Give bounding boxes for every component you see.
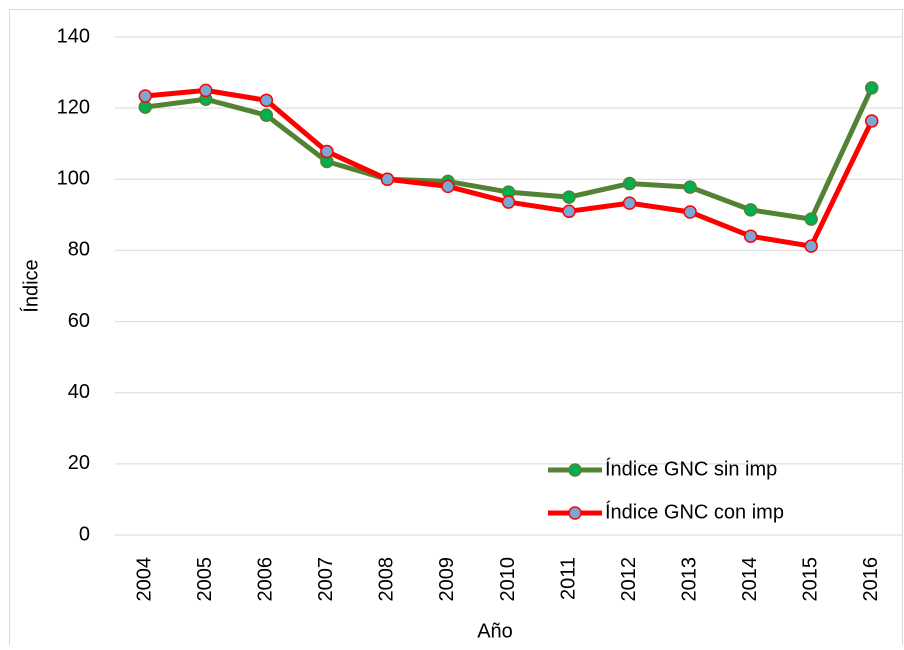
y-axis-title: Índice: [19, 259, 42, 312]
y-tick-label: 60: [68, 310, 90, 332]
data-point: [562, 190, 576, 204]
data-point: [259, 93, 274, 108]
x-tick-label: 2010: [497, 557, 519, 602]
x-tick-label: 2007: [315, 557, 337, 602]
y-tick-label: 140: [57, 25, 90, 47]
x-tick-label: 2016: [860, 557, 882, 602]
x-tick-label: 2006: [255, 557, 277, 602]
x-tick-label: 2013: [678, 557, 700, 602]
data-point: [199, 83, 213, 98]
x-tick-label: 2004: [134, 557, 156, 602]
data-point: [622, 196, 637, 210]
y-tick-label: 120: [57, 96, 90, 118]
data-point: [743, 203, 758, 217]
y-tick-label: 0: [79, 523, 90, 545]
data-point: [259, 108, 274, 123]
x-tick-label: 2014: [739, 557, 761, 602]
y-tick-label: 100: [57, 168, 90, 190]
data-point: [501, 195, 516, 209]
data-point: [441, 179, 455, 194]
x-tick-label: 2005: [194, 557, 216, 602]
x-tick-label: 2009: [436, 557, 458, 602]
data-point: [804, 212, 818, 226]
chart-border: [9, 9, 903, 650]
data-point: [683, 180, 697, 194]
legend-marker: [568, 463, 582, 477]
x-tick-label: 2011: [557, 557, 579, 600]
data-point: [138, 100, 153, 114]
y-tick-label: 20: [68, 452, 90, 474]
x-tick-label: 2015: [799, 557, 821, 602]
data-point: [804, 239, 818, 253]
legend-label: Índice GNC sin imp: [605, 457, 777, 480]
y-tick-label: 40: [68, 381, 90, 403]
x-axis-title: Año: [477, 620, 513, 642]
legend-marker: [568, 506, 582, 520]
data-point: [743, 229, 758, 243]
data-point: [683, 205, 697, 219]
x-tick-label: 2008: [376, 557, 398, 602]
data-point: [320, 144, 334, 159]
data-point: [864, 114, 879, 128]
data-point: [622, 176, 637, 191]
data-point: [138, 89, 153, 103]
data-point: [864, 81, 879, 95]
data-point: [380, 172, 395, 187]
legend-label: Índice GNC con imp: [605, 500, 784, 523]
y-tick-label: 80: [68, 239, 90, 261]
x-tick-label: 2012: [618, 557, 640, 602]
data-point: [562, 204, 576, 219]
